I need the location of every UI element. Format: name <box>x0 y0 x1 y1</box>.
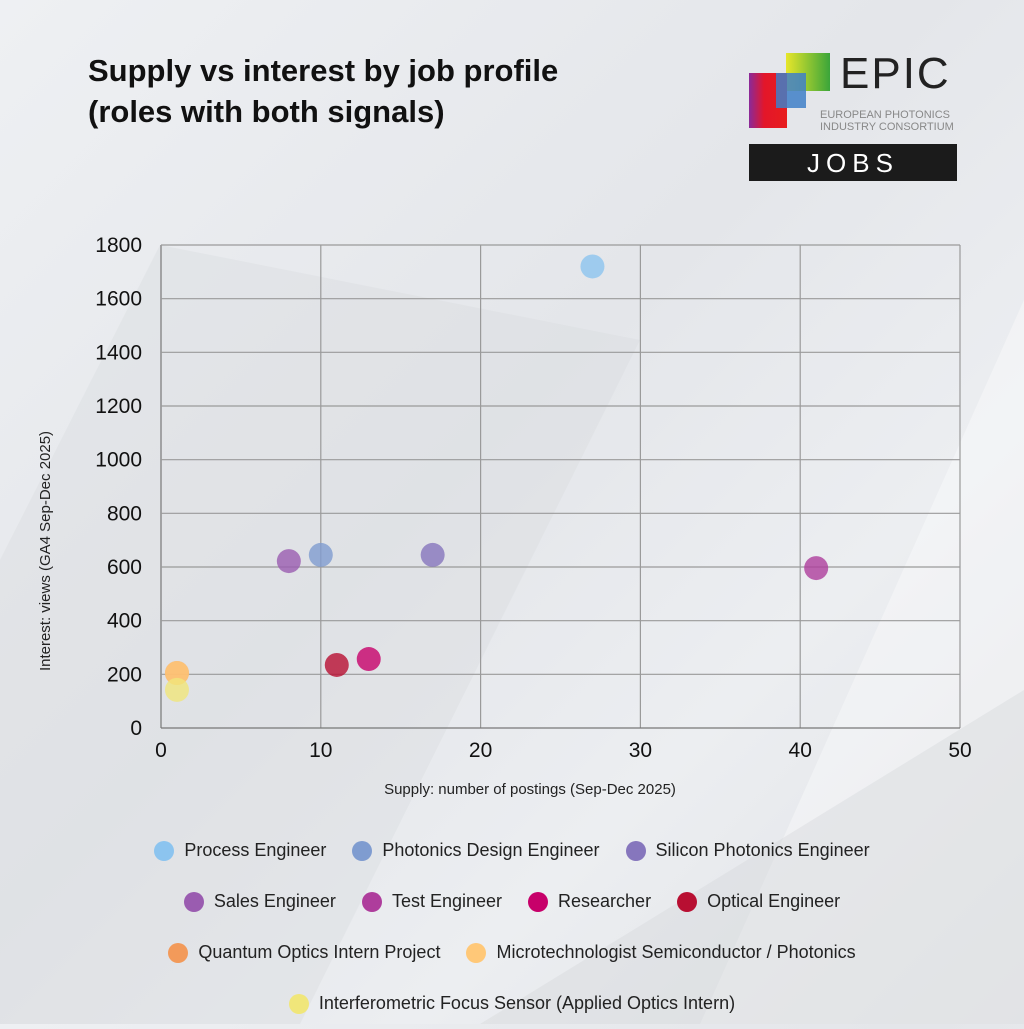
grid <box>160 244 961 729</box>
legend-marker-icon <box>168 942 189 963</box>
legend-label: Quantum Optics Intern Project <box>198 942 441 962</box>
legend-item: Sales Engineer <box>183 891 336 912</box>
legend-marker-icon <box>528 891 549 912</box>
legend-item: Silicon Photonics Engineer <box>625 840 870 861</box>
legend-item: Researcher <box>528 891 651 912</box>
legend-item: Interferometric Focus Sensor (Applied Op… <box>288 993 736 1014</box>
y-axis-label: Interest: views (GA4 Sep-Dec 2025) <box>37 431 54 671</box>
x-tick-label: 0 <box>155 739 167 762</box>
legend-label: Microtechnologist Semiconductor / Photon… <box>496 942 856 962</box>
data-point <box>804 556 829 581</box>
x-axis-label: Supply: number of postings (Sep-Dec 2025… <box>384 781 676 798</box>
epic-jobs-logo: EPIC EUROPEAN PHOTONICS INDUSTRY CONSORT… <box>748 49 960 182</box>
svg-text:EUROPEAN PHOTONICS: EUROPEAN PHOTONICS <box>820 109 950 121</box>
legend: Process Engineer Photonics Design Enginee… <box>0 825 1024 1029</box>
legend-marker-icon <box>352 840 373 861</box>
legend-marker-icon <box>625 840 646 861</box>
svg-text:JOBS: JOBS <box>807 148 899 178</box>
data-point <box>164 660 189 685</box>
x-tick-label: 50 <box>948 739 971 762</box>
legend-marker-icon <box>288 993 309 1014</box>
x-tick-label: 20 <box>469 739 492 762</box>
legend-label: Photonics Design Engineer <box>382 840 600 860</box>
data-point <box>308 542 333 567</box>
x-tick-label: 30 <box>629 739 652 762</box>
legend-item: Photonics Design Engineer <box>352 840 600 861</box>
legend-row: Sales Engineer Test Engineer Researcher Opt… <box>0 876 1024 927</box>
y-tick-label: 1800 <box>95 234 142 257</box>
legend-item: Process Engineer <box>154 840 326 861</box>
data-point <box>276 549 301 574</box>
legend-row: Interferometric Focus Sensor (Applied Op… <box>0 978 1024 1029</box>
legend-marker-icon <box>183 891 204 912</box>
legend-label: Optical Engineer <box>707 891 841 911</box>
legend-label: Interferometric Focus Sensor (Applied Op… <box>318 993 736 1013</box>
data-points <box>164 254 829 702</box>
y-tick-label: 1000 <box>95 449 142 472</box>
scatter-plot: 0 10 20 30 40 50 0 200 400 600 800 1000 1200 1400 1600… <box>37 234 972 798</box>
y-tick-label: 400 <box>107 610 142 633</box>
y-tick-label: 1200 <box>95 395 142 418</box>
y-tick-label: 600 <box>107 556 142 579</box>
legend-label: Test Engineer <box>391 891 503 911</box>
legend-item: Quantum Optics Intern Project <box>168 942 440 963</box>
x-tick-label: 40 <box>789 739 812 762</box>
legend-row: Quantum Optics Intern Project Microtechno… <box>0 927 1024 978</box>
data-point <box>324 652 349 677</box>
legend-label: Process Engineer <box>184 840 327 860</box>
data-point <box>164 677 189 702</box>
legend-row: Process Engineer Photonics Design Enginee… <box>0 825 1024 876</box>
y-tick-label: 1600 <box>95 288 142 311</box>
svg-text:INDUSTRY CONSORTIUM: INDUSTRY CONSORTIUM <box>820 121 954 133</box>
y-tick-label: 1400 <box>95 341 142 364</box>
chart-title: Supply vs interest by job profile (roles… <box>88 53 559 129</box>
x-tick-label: 10 <box>309 739 332 762</box>
legend-marker-icon <box>466 942 487 963</box>
legend-item: Optical Engineer <box>677 891 840 912</box>
legend-item: Test Engineer <box>361 891 503 912</box>
legend-marker-icon <box>677 891 698 912</box>
logo-brand: EPIC <box>840 52 951 98</box>
legend-marker-icon <box>361 891 382 912</box>
legend-label: Silicon Photonics Engineer <box>655 840 870 860</box>
axis-ticks: 0 10 20 30 40 50 0 200 400 600 800 1000 1200 1400 1600… <box>95 234 971 762</box>
legend-item: Microtechnologist Semiconductor / Photon… <box>466 942 856 963</box>
data-point <box>580 254 605 279</box>
legend-label: Sales Engineer <box>213 891 336 911</box>
y-tick-label: 200 <box>107 663 142 686</box>
y-tick-label: 800 <box>107 502 142 525</box>
legend-marker-icon <box>154 840 175 861</box>
data-point <box>356 647 381 672</box>
legend-label: Researcher <box>558 891 652 911</box>
y-tick-label: 0 <box>130 717 142 740</box>
data-point <box>420 542 445 567</box>
